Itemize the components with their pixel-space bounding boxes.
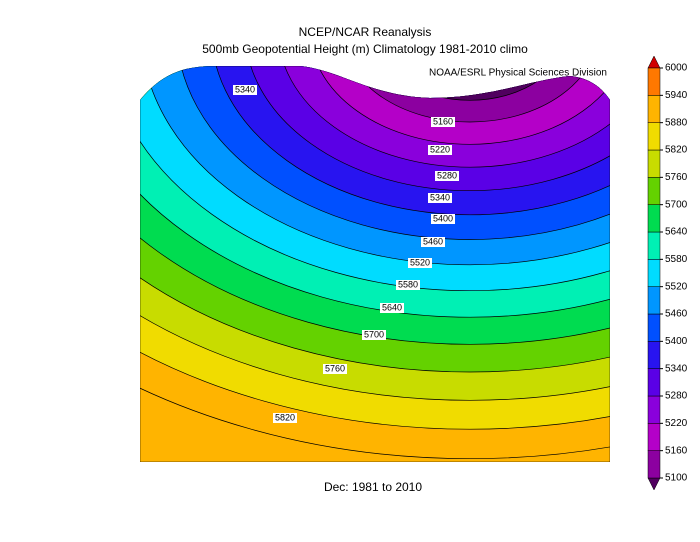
colorbar-segment xyxy=(647,67,661,96)
contour-label: 5820 xyxy=(275,412,295,422)
colorbar-segment xyxy=(647,231,661,260)
map xyxy=(140,66,610,462)
contour-label: 5340 xyxy=(235,84,255,94)
contour-label-box xyxy=(431,117,455,127)
colorbar-label: 5700 xyxy=(665,199,688,210)
contour-label-box xyxy=(408,258,432,268)
colorbar-segment xyxy=(647,341,661,369)
contour-label-box xyxy=(396,280,420,290)
colorbar-segment xyxy=(647,177,661,205)
colorbar-label: 5460 xyxy=(665,309,688,320)
contour-label-box xyxy=(323,364,347,374)
contour-label-box xyxy=(431,214,455,224)
colorbar-segment xyxy=(647,122,661,151)
contour-label: 5520 xyxy=(410,257,430,267)
credit: NOAA/ESRL Physical Sciences Division xyxy=(429,68,607,79)
contour-label: 5700 xyxy=(364,329,384,339)
contour-label-box xyxy=(380,303,404,313)
colorbar-label: 5520 xyxy=(665,281,688,292)
contour-label-box xyxy=(435,171,459,181)
colorbar: 5100 5160 5220 5280 5340 5400 5460 5520 5580 5640… xyxy=(647,55,688,491)
contour-label: 5580 xyxy=(398,279,418,289)
colorbar-segment xyxy=(647,259,661,287)
colorbar-label: 5640 xyxy=(665,227,688,238)
contour-label-box xyxy=(273,413,297,423)
colorbar-label: 5820 xyxy=(665,145,688,156)
colorbar-label: 5580 xyxy=(665,254,688,265)
colorbar-label: 5280 xyxy=(665,391,688,402)
title: NCEP/NCAR Reanalysis xyxy=(299,25,432,39)
contour-label: 5220 xyxy=(430,144,450,154)
contour-label-box xyxy=(421,237,445,247)
colorbar-segment xyxy=(647,450,661,479)
colorbar-high xyxy=(647,55,661,69)
contour-label: 5340 xyxy=(430,192,450,202)
subtitle: 500mb Geopotential Height (m) Climatolog… xyxy=(202,42,528,56)
colorbar-label: 5220 xyxy=(665,418,688,429)
colorbar-label: 5340 xyxy=(665,363,688,374)
colorbar-label: 6000 xyxy=(665,63,688,74)
colorbar-label: 5400 xyxy=(665,336,688,347)
colorbar-label: 5100 xyxy=(665,473,688,484)
contour-band xyxy=(371,66,569,101)
colorbar-segment xyxy=(647,368,661,397)
contour-label: 5640 xyxy=(382,302,402,312)
colorbar-segment xyxy=(647,286,661,315)
colorbar-label: 5880 xyxy=(665,117,688,128)
contour-label-box xyxy=(428,145,452,155)
colorbar-label: 5940 xyxy=(665,90,688,101)
colorbar-low xyxy=(647,477,661,491)
contour-label-box xyxy=(428,193,452,203)
colorbar-segment xyxy=(647,149,661,178)
colorbar-segment xyxy=(647,313,661,342)
colorbar-segment xyxy=(647,395,661,424)
colorbar-segment xyxy=(647,423,661,451)
contour-label-box xyxy=(362,330,386,340)
contour-label: 5160 xyxy=(433,116,453,126)
contour-label: 5460 xyxy=(423,236,443,246)
colorbar-segment xyxy=(647,95,661,123)
contour-label-box xyxy=(233,85,257,95)
colorbar-label: 5760 xyxy=(665,172,688,183)
footer: Dec: 1981 to 2010 xyxy=(324,480,422,494)
contour-label: 5280 xyxy=(437,170,457,180)
contour-label: 5760 xyxy=(325,363,345,373)
contour-labels: 5340 5160 5220 5280 5340 5400 5460 5520 5580 5640… xyxy=(233,84,459,423)
colorbar-label: 5160 xyxy=(665,445,688,456)
colorbar-segment xyxy=(647,204,661,233)
contour-label: 5400 xyxy=(433,213,453,223)
